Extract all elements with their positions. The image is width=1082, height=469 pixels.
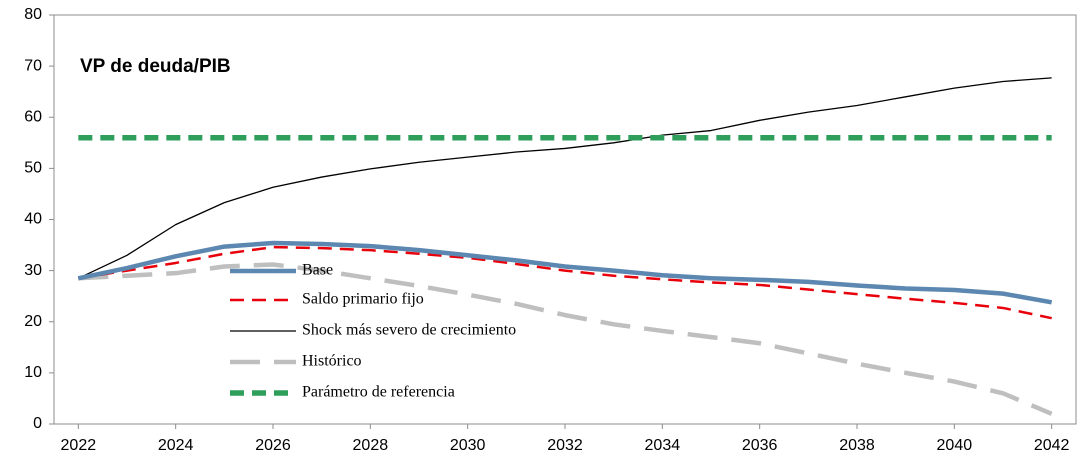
- y-tick-label: 80: [24, 6, 42, 23]
- legend-label: Saldo primario fijo: [302, 291, 424, 308]
- series-line: [77, 240, 1053, 305]
- x-tick-label: 2042: [1034, 437, 1070, 454]
- x-tick-label: 2030: [450, 437, 486, 454]
- y-tick-label: 40: [24, 211, 42, 228]
- y-tick-label: 60: [24, 108, 42, 125]
- x-tick-label: 2040: [937, 437, 973, 454]
- x-tick-label: 2032: [547, 437, 583, 454]
- x-tick-label: 2022: [61, 437, 97, 454]
- x-tick-label: 2038: [839, 437, 875, 454]
- x-tick-label: 2034: [645, 437, 681, 454]
- y-tick-label: 10: [24, 364, 42, 381]
- legend-label: Parámetro de referencia: [302, 384, 455, 401]
- y-tick-label: 0: [33, 415, 42, 432]
- y-tick-label: 70: [24, 57, 42, 74]
- series-line: [78, 262, 1053, 416]
- series-line: [78, 245, 1052, 320]
- y-tick-label: 20: [24, 313, 42, 330]
- y-tick-label: 50: [24, 160, 42, 177]
- x-tick-label: 2026: [255, 437, 291, 454]
- legend-label: Base: [302, 262, 333, 279]
- x-tick-label: 2028: [353, 437, 389, 454]
- x-tick-label: 2036: [742, 437, 778, 454]
- legend-label: Shock más severo de crecimiento: [302, 322, 516, 339]
- chart-title: VP de deuda/PIB: [80, 56, 231, 77]
- legend-label: Histórico: [302, 353, 362, 370]
- series-line: [78, 77, 1052, 279]
- x-tick-label: 2024: [158, 437, 194, 454]
- y-tick-label: 30: [24, 262, 42, 279]
